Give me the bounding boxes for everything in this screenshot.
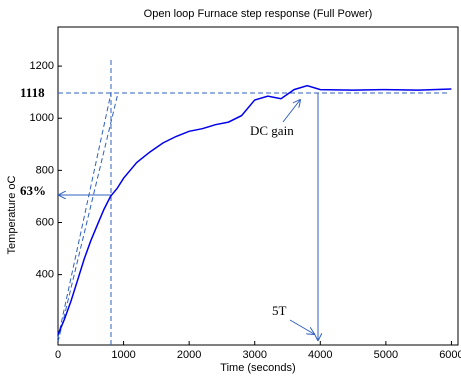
tangent-line [57,92,112,339]
y-tick-label: 600 [36,216,54,228]
x-tick-label: 0 [55,349,61,361]
y-tick-label: 1000 [30,112,54,124]
y-tick-label: 800 [36,164,54,176]
annotation: 5T [272,303,287,318]
tangent-line [57,92,119,343]
y-axis-label: Temperature oC [6,176,18,255]
x-tick-label: 4000 [308,349,332,361]
annotation: 1118 [20,85,45,100]
line-series [57,84,452,335]
y-tick-label: 400 [36,269,54,281]
x-tick-label: 2000 [177,349,201,361]
x-tick-label: 6000 [439,349,461,361]
x-axis-label: Time (seconds) [220,362,295,374]
arrow-5t-label [289,319,314,334]
x-tick-label: 5000 [374,349,398,361]
chart-title: Open loop Furnace step response (Full Po… [144,8,373,20]
annotation: DC gain [250,123,294,138]
x-tick-label: 3000 [242,349,266,361]
plot-frame [57,26,459,346]
annotation: 63% [20,183,46,198]
x-tick-label: 1000 [111,349,135,361]
y-tick-label: 1200 [30,60,54,72]
annotation-lines [57,60,450,345]
arrow-dc-gain [282,100,300,123]
